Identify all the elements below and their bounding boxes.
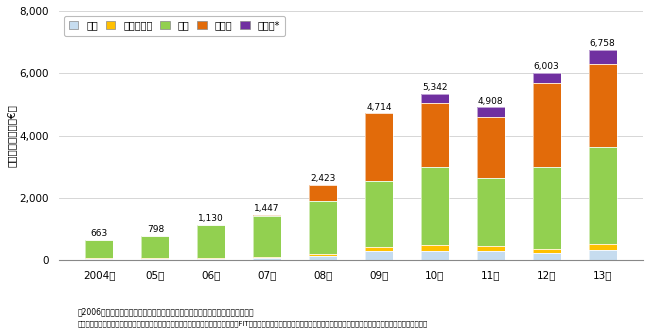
Bar (309, 185, 337, 201)
Bar (588, 50, 616, 64)
Bar (142, 236, 170, 258)
Bar (421, 251, 448, 260)
Bar (86, 259, 114, 260)
Bar (588, 250, 616, 260)
Bar (309, 256, 337, 260)
Bar (532, 82, 560, 168)
Bar (365, 247, 393, 251)
Text: 1,130: 1,130 (198, 214, 224, 223)
Bar (365, 251, 393, 260)
Bar (309, 185, 337, 201)
Bar (365, 247, 393, 251)
Bar (476, 247, 504, 251)
Bar (86, 258, 114, 259)
Bar (476, 178, 504, 247)
Bar (421, 167, 448, 245)
Bar (365, 181, 393, 247)
Bar (476, 178, 504, 247)
Bar (532, 253, 560, 260)
Bar (421, 245, 448, 251)
Bar (532, 248, 560, 253)
Bar (532, 82, 560, 168)
Bar (142, 258, 170, 259)
Bar (86, 240, 114, 258)
Text: 798: 798 (147, 225, 164, 234)
Bar (254, 215, 281, 257)
Bar (198, 258, 226, 259)
Bar (142, 258, 170, 259)
Bar (476, 117, 504, 178)
Text: ＊2006年以前は，太陽熱と太陽光の区分がなく，太陽熱はすべて太陽光に合算。: ＊2006年以前は，太陽熱と太陽光の区分がなく，太陽熱はすべて太陽光に合算。 (78, 307, 255, 316)
Bar (254, 258, 281, 260)
Bar (476, 251, 504, 260)
Bar (254, 215, 281, 257)
Bar (254, 258, 281, 260)
Bar (198, 259, 226, 260)
Bar (254, 257, 281, 258)
Bar (254, 257, 281, 258)
Bar (309, 201, 337, 254)
Bar (365, 114, 393, 181)
Bar (588, 244, 616, 250)
Text: 4,908: 4,908 (478, 96, 504, 106)
Bar (532, 73, 560, 82)
Text: 1,447: 1,447 (254, 205, 280, 214)
Bar (476, 117, 504, 178)
Text: 6,003: 6,003 (534, 62, 560, 71)
Bar (421, 251, 448, 260)
Bar (421, 103, 448, 167)
Bar (421, 94, 448, 103)
Bar (198, 259, 226, 260)
Bar (86, 259, 114, 260)
Bar (588, 147, 616, 244)
Bar (532, 253, 560, 260)
Bar (532, 248, 560, 253)
Bar (588, 147, 616, 244)
Text: 4,714: 4,714 (366, 103, 392, 112)
Bar (476, 107, 504, 117)
Bar (309, 256, 337, 260)
Legend: 水力, バイオマス, 風力, 太陽光, 太陽熱*: 水力, バイオマス, 風力, 太陽光, 太陽熱* (64, 16, 285, 36)
Bar (421, 103, 448, 167)
Bar (532, 73, 560, 82)
Text: 5,342: 5,342 (422, 83, 448, 92)
Bar (142, 236, 170, 258)
Bar (532, 168, 560, 248)
Bar (365, 181, 393, 247)
Bar (142, 259, 170, 260)
Bar (476, 251, 504, 260)
Bar (86, 240, 114, 258)
Text: 2,423: 2,423 (310, 174, 336, 183)
Bar (588, 50, 616, 64)
Bar (588, 64, 616, 147)
Text: 663: 663 (91, 229, 108, 238)
Bar (588, 250, 616, 260)
Text: 注：再生可能エネルギー由来の電源の買取によって生じる賦課金負担の総額であり，FIT制度で買取対象となる廃棄物やコージェネレーションの買取に要する費用は含まれてい: 注：再生可能エネルギー由来の電源の買取によって生じる賦課金負担の総額であり，FI… (78, 320, 428, 327)
Bar (476, 107, 504, 117)
Bar (142, 259, 170, 260)
Bar (365, 114, 393, 181)
Bar (309, 254, 337, 256)
Bar (421, 245, 448, 251)
Bar (588, 64, 616, 147)
Bar (421, 94, 448, 103)
Text: 6,758: 6,758 (590, 39, 616, 48)
Bar (476, 247, 504, 251)
Bar (309, 201, 337, 254)
Bar (532, 168, 560, 248)
Bar (198, 225, 226, 258)
Bar (86, 258, 114, 259)
Bar (588, 244, 616, 250)
Bar (198, 225, 226, 258)
Y-axis label: 賦課金総額（百万€）: 賦課金総額（百万€） (7, 104, 17, 167)
Bar (365, 251, 393, 260)
Bar (309, 254, 337, 256)
Bar (198, 258, 226, 259)
Bar (421, 167, 448, 245)
